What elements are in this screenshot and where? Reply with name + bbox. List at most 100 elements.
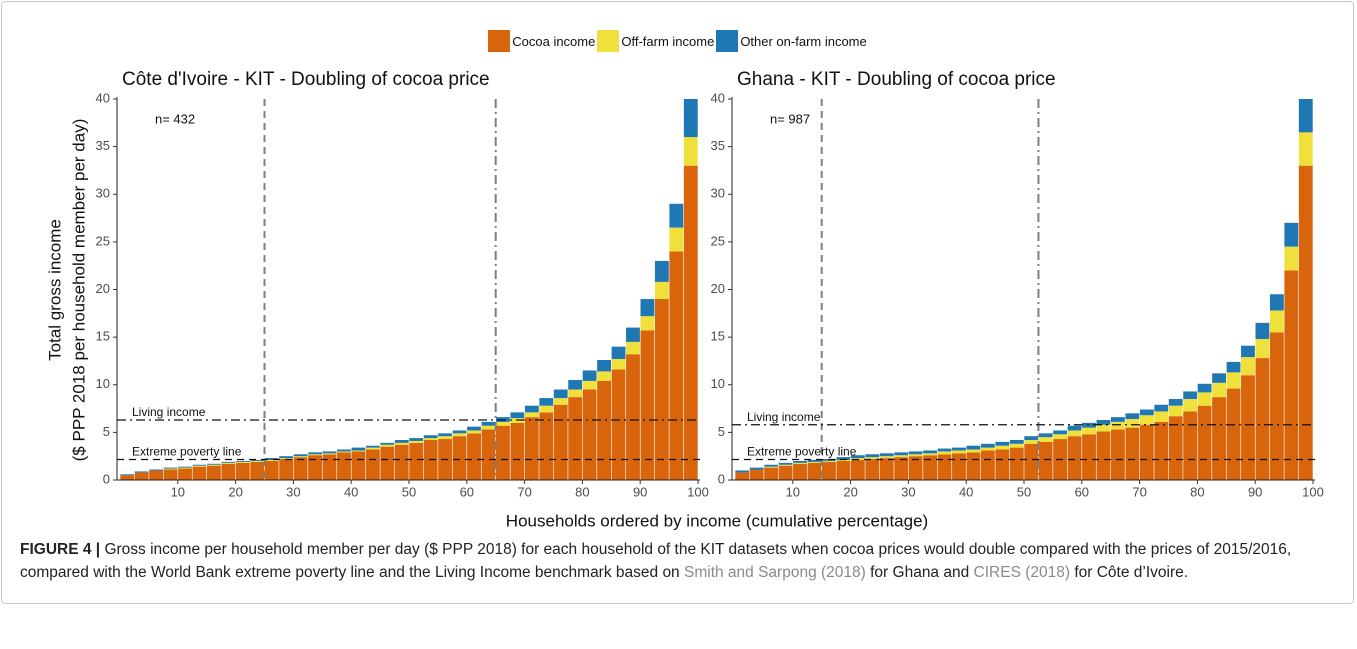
bar-segment — [611, 346, 626, 360]
bar-segment — [640, 330, 655, 480]
bar-segment — [524, 417, 539, 480]
bar-segment — [207, 465, 221, 480]
figure-frame — [1, 1, 1354, 604]
bar-segment — [235, 460, 250, 462]
bar-segment — [626, 354, 640, 480]
bar-segment — [654, 260, 669, 282]
bar-segment — [966, 449, 981, 453]
bar-segment — [510, 412, 525, 419]
bar-segment — [568, 379, 583, 390]
bar-segment — [337, 452, 351, 480]
bar-segment — [293, 457, 308, 480]
bar-segment — [865, 459, 880, 480]
x-tick-label: 90 — [633, 484, 647, 499]
reference-label: Living income — [132, 405, 206, 419]
bar-segment — [1168, 405, 1183, 417]
y-tick-label: 20 — [96, 281, 110, 296]
bar-segment — [409, 442, 424, 480]
bar-segment — [365, 447, 380, 450]
bar-segment — [1183, 411, 1198, 480]
bar-segment — [539, 412, 554, 480]
sample-size: n= 432 — [155, 111, 195, 126]
bar-segment — [380, 446, 395, 480]
bar-segment — [264, 459, 279, 461]
bar-segment — [149, 470, 164, 480]
bar-segment — [923, 453, 937, 456]
bar-segment — [293, 456, 308, 458]
bar-segment — [1241, 357, 1255, 376]
bar-segment — [481, 425, 496, 430]
bar-segment — [966, 445, 981, 450]
bar-segment — [1111, 417, 1125, 422]
bar-segment — [923, 455, 937, 480]
legend-item: Cocoa income — [488, 30, 595, 52]
bar-segment — [1024, 439, 1039, 444]
bar-segment — [626, 341, 640, 355]
bar-segment — [995, 449, 1010, 480]
bar-segment — [597, 359, 611, 372]
x-tick-label: 100 — [1302, 484, 1324, 499]
bar-segment — [850, 455, 865, 459]
bar-segment — [1284, 222, 1299, 247]
reference-label: Extreme poverty line — [132, 445, 242, 459]
bar-segment — [452, 433, 467, 437]
bar-segment — [553, 389, 568, 399]
bar-segment — [1082, 422, 1096, 428]
bar-segment — [178, 466, 192, 468]
bar-segment — [764, 467, 779, 480]
bar-segment — [481, 421, 496, 426]
bar-segment — [1212, 397, 1226, 480]
bar-segment — [793, 460, 807, 463]
x-tick-label: 30 — [286, 484, 300, 499]
bar-segment — [221, 461, 236, 463]
legend-item: Off-farm income — [597, 30, 714, 52]
x-tick-label: 90 — [1248, 484, 1262, 499]
bar-segment — [980, 443, 995, 448]
bar-segment — [1038, 441, 1053, 480]
reference-label: Living income — [747, 410, 821, 424]
y-tick-label: 15 — [711, 329, 725, 344]
bar-segment — [1024, 443, 1039, 480]
bar-segment — [1255, 339, 1270, 359]
y-axis-title: ($ PPP 2018 per household member per day… — [69, 119, 88, 462]
bar-segment — [409, 440, 424, 443]
y-tick-label: 25 — [711, 233, 725, 248]
bar-segment — [1269, 332, 1284, 480]
bar-segment — [409, 438, 424, 441]
bar-segment — [1183, 391, 1198, 400]
bar-segment — [597, 380, 611, 480]
y-tick-label: 0 — [718, 471, 725, 486]
bar-segment — [423, 438, 438, 440]
bar-segment — [351, 447, 366, 451]
bar-segment — [250, 460, 265, 462]
bar-segment — [1067, 436, 1082, 480]
y-tick-label: 30 — [96, 186, 110, 201]
bar-segment — [937, 448, 952, 452]
bar-segment — [1284, 270, 1299, 480]
bar-segment — [908, 456, 923, 480]
bar-segment — [365, 445, 380, 448]
y-tick-label: 10 — [96, 376, 110, 391]
bar-segment — [351, 450, 366, 452]
bar-segment — [1183, 399, 1198, 412]
bar-segment — [337, 449, 351, 452]
caption-text: Gross income per household member per da… — [20, 541, 1292, 581]
bar-segment — [937, 451, 952, 455]
bar-segment — [683, 99, 698, 138]
bar-segment — [279, 458, 294, 460]
bar-segment — [894, 457, 909, 480]
bar-segment — [611, 359, 626, 370]
bar-segment — [908, 451, 923, 455]
legend-swatch — [716, 30, 739, 52]
bar-segment — [1139, 415, 1154, 425]
y-tick-label: 40 — [711, 90, 725, 105]
bar-segment — [683, 137, 698, 166]
y-tick-label: 35 — [96, 138, 110, 153]
bar-segment — [669, 203, 684, 228]
bar-segment — [640, 299, 655, 317]
bar-segment — [553, 404, 568, 480]
bar-segment — [308, 454, 322, 456]
legend: Cocoa income Off-farm income Other on-farm… — [0, 30, 1357, 52]
bar-segment — [952, 447, 966, 451]
caption-text: for Côte d’Ivoire. — [1074, 564, 1189, 581]
